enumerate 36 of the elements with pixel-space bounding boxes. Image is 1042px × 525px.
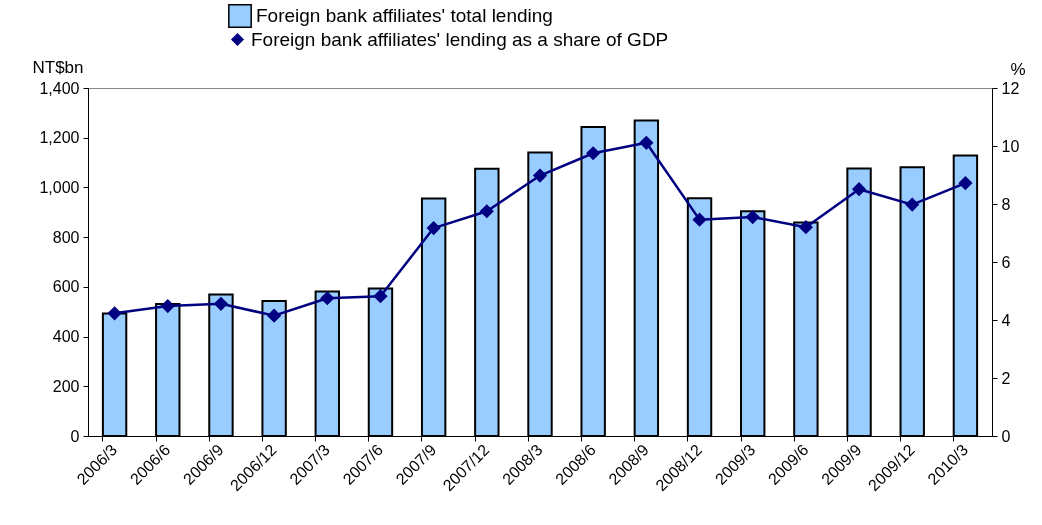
point	[852, 182, 866, 196]
y-tick-label: 800	[52, 228, 80, 246]
y2-tick-label: 8	[1001, 195, 1011, 213]
legend-label: Foreign bank affiliates' total lending	[256, 5, 553, 26]
y-axis-title: NT$bn	[32, 57, 84, 77]
point	[480, 204, 494, 218]
y-tick-label: 400	[52, 328, 80, 346]
y2-tick-label: 6	[1001, 253, 1011, 271]
y-tick-label: 1,200	[39, 129, 80, 147]
y-tick-label: 1,400	[39, 79, 80, 97]
y-tick-label: 200	[52, 377, 80, 395]
y2-tick-label: 0	[1001, 427, 1011, 445]
y2-tick-label: 2	[1001, 369, 1011, 387]
point	[639, 136, 654, 150]
y-tick-label: 600	[52, 278, 80, 296]
y2-tick-label: 4	[1001, 311, 1011, 329]
point	[214, 297, 228, 311]
point	[373, 289, 388, 303]
point	[426, 221, 441, 235]
y2-tick-label: 12	[1001, 79, 1020, 97]
point	[161, 299, 175, 313]
point	[586, 146, 600, 160]
point	[746, 210, 760, 224]
point	[799, 220, 813, 234]
y2-tick-label: 10	[1001, 137, 1020, 155]
y-tick-label: 1,000	[39, 178, 80, 196]
point	[320, 291, 334, 305]
legend-label: Foreign bank affiliates' lending as a share of GDP	[251, 28, 669, 50]
point	[692, 212, 707, 227]
y2-axis-title: %	[1010, 59, 1026, 79]
point	[905, 197, 919, 212]
point	[267, 308, 281, 323]
point	[107, 306, 122, 321]
point	[958, 176, 973, 190]
y-tick-label: 0	[70, 427, 80, 445]
point	[533, 168, 547, 183]
